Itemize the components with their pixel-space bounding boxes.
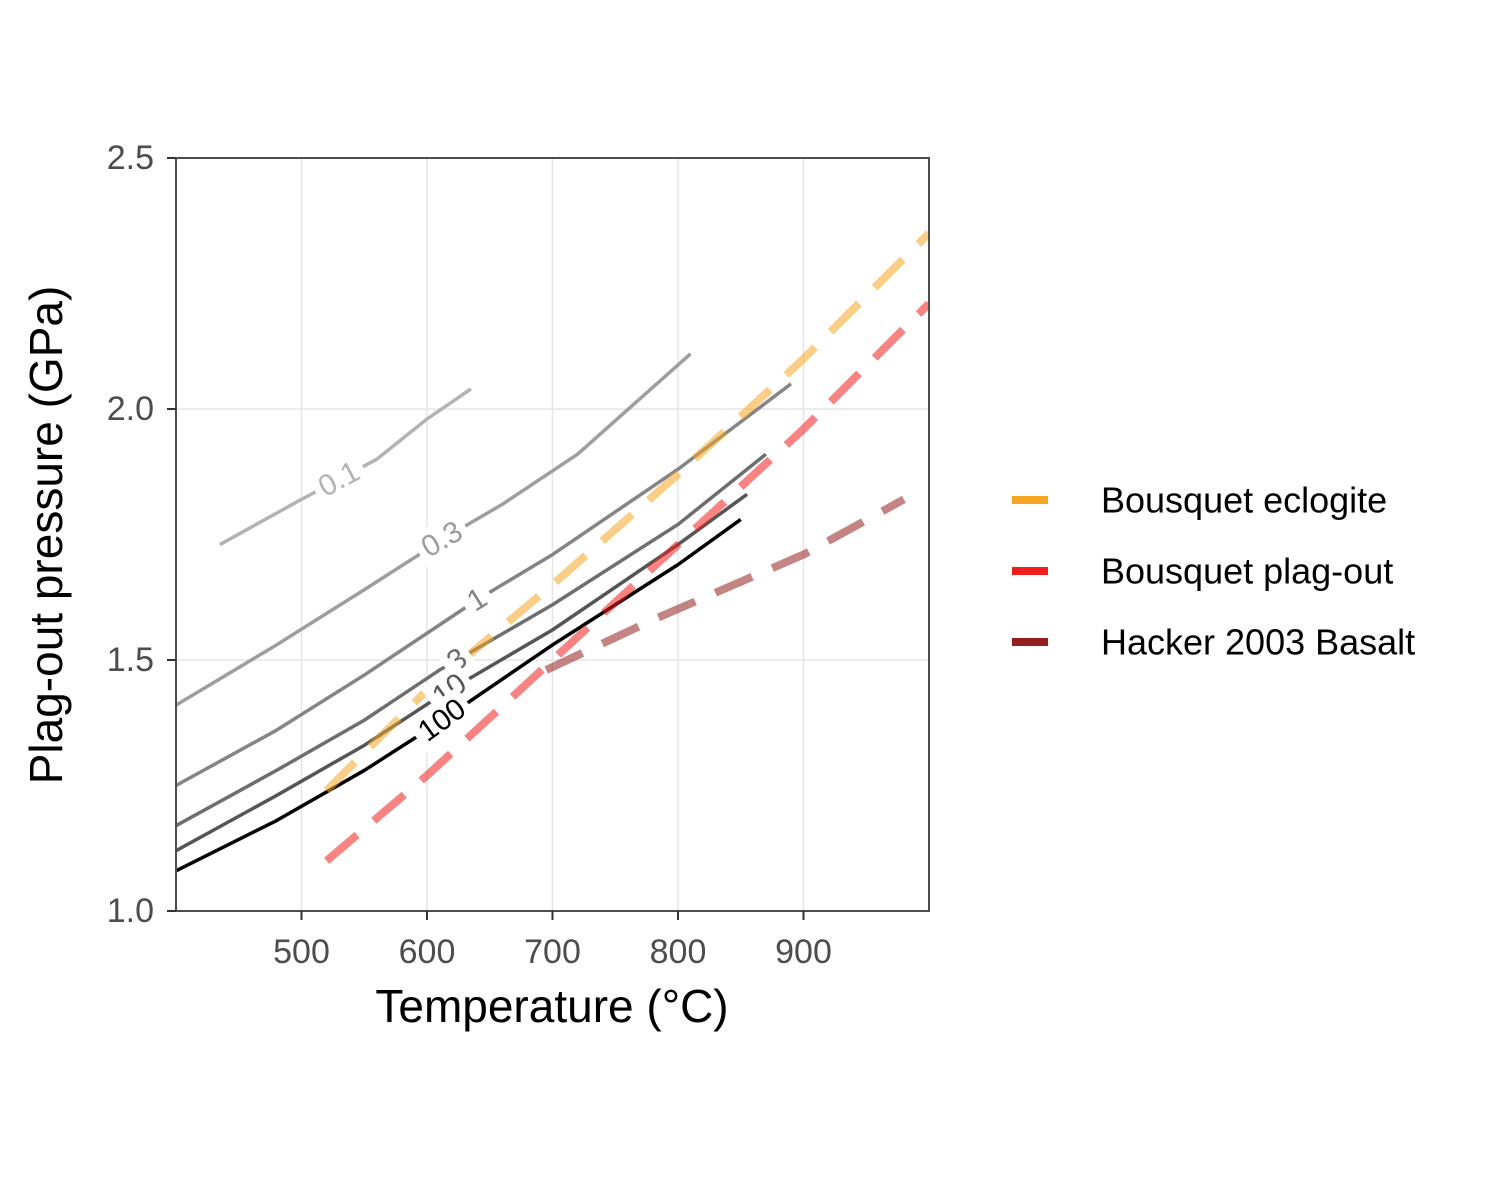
- y-tick-label: 2.5: [107, 139, 154, 177]
- y-tick-label: 1.0: [107, 892, 154, 930]
- x-tick-label: 900: [775, 933, 832, 971]
- x-axis-title: Temperature (°C): [375, 980, 728, 1032]
- contour-label-background: [306, 450, 372, 509]
- x-tick-label: 800: [650, 933, 707, 971]
- series-line: [323, 230, 929, 794]
- x-tick-label: 600: [399, 933, 456, 971]
- legend-label: Hacker 2003 Basalt: [1101, 622, 1415, 663]
- y-tick-label: 2.0: [107, 390, 154, 428]
- legend: Bousquet eclogite Bousquet plag-out Hacker…: [1012, 480, 1415, 663]
- axes: 500 600 700 800 900 1.0 1.5 2.0 2.5: [107, 139, 832, 971]
- contour-line: [176, 382, 793, 788]
- x-tick-label: 700: [524, 933, 581, 971]
- y-axis-title: Plag-out pressure (GPa): [20, 286, 72, 785]
- contour-label-background: [409, 510, 475, 569]
- x-tick-label: 500: [273, 933, 330, 971]
- contour-label-background: [455, 576, 500, 624]
- gridlines: [176, 158, 929, 911]
- contour-label-background: [406, 687, 479, 754]
- y-tick-label: 1.5: [107, 641, 154, 679]
- legend-label: Bousquet eclogite: [1101, 480, 1387, 521]
- legend-label: Bousquet plag-out: [1101, 551, 1393, 592]
- series-line: [324, 300, 929, 864]
- series-lines: [323, 230, 929, 864]
- series-line: [544, 495, 906, 674]
- contour-label-background: [434, 636, 480, 684]
